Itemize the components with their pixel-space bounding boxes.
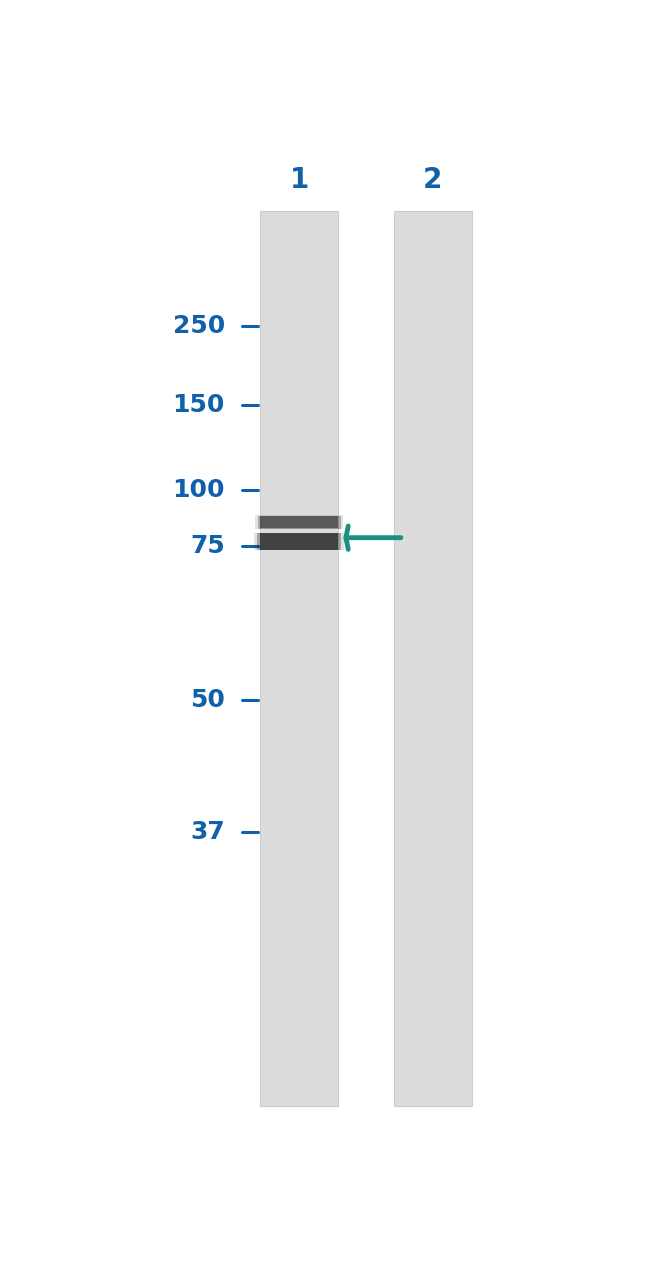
Text: 150: 150 bbox=[172, 392, 225, 417]
Bar bbox=[260, 211, 338, 1106]
Text: 75: 75 bbox=[190, 535, 225, 559]
Bar bbox=[254, 533, 344, 550]
Text: 37: 37 bbox=[190, 820, 225, 845]
Bar bbox=[257, 516, 341, 528]
Bar bbox=[260, 516, 338, 528]
Bar bbox=[393, 211, 472, 1106]
Bar bbox=[255, 516, 343, 528]
Text: 2: 2 bbox=[423, 166, 442, 194]
Bar bbox=[257, 533, 341, 550]
Text: 100: 100 bbox=[172, 478, 225, 502]
Text: 50: 50 bbox=[190, 688, 225, 712]
Text: 250: 250 bbox=[172, 315, 225, 339]
Bar bbox=[260, 533, 338, 550]
Text: 1: 1 bbox=[289, 166, 309, 194]
